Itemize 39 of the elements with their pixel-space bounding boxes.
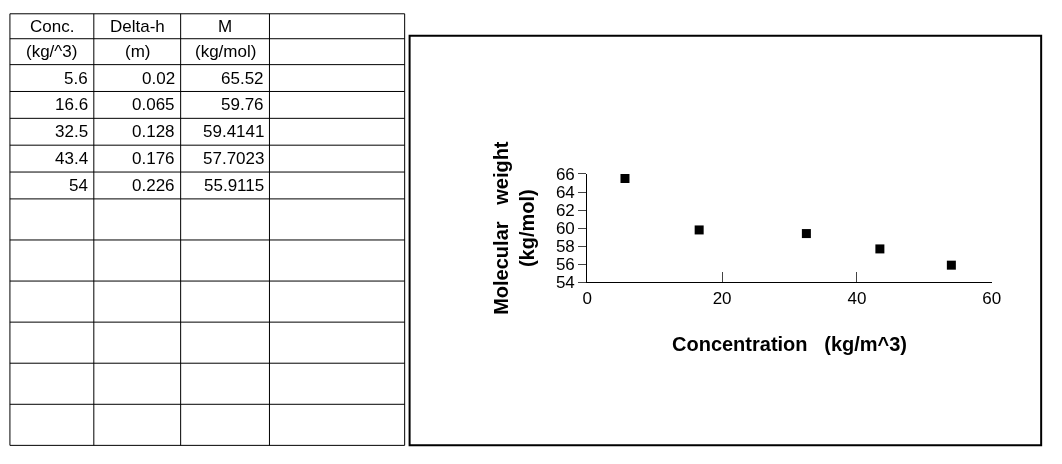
text: Conc.: [30, 17, 75, 36]
y-tick-label: 64: [555, 182, 575, 202]
text: 59.76: [221, 95, 264, 114]
text: 43.4: [55, 149, 89, 168]
y-tick-label: 60: [555, 219, 575, 239]
y-tick-label: 66: [555, 164, 575, 184]
y-axis-title: Molecular weight (kg/mol): [490, 141, 539, 315]
x-tick-label: 20: [712, 288, 732, 308]
text: 0.176: [132, 149, 175, 168]
point: [946, 260, 956, 270]
text: 5.6: [64, 69, 88, 88]
text: 0.02: [142, 69, 176, 88]
point: [620, 173, 630, 183]
text: 57.7023: [203, 149, 265, 168]
text: 59.4141: [203, 122, 265, 141]
point: [875, 244, 885, 254]
y-tick-label: 58: [555, 237, 575, 257]
text: 0.128: [132, 122, 175, 141]
point: [801, 229, 811, 239]
text: 54: [69, 176, 88, 195]
x-tick-label: 0: [582, 288, 592, 308]
y-tick-label: 62: [555, 201, 575, 221]
x-tick-label: 60: [982, 288, 1002, 308]
text: (kg/mol): [195, 42, 257, 61]
text: 16.6: [55, 95, 89, 114]
y-tick-label: 56: [555, 255, 575, 275]
text: 32.5: [55, 122, 89, 141]
text: (m): [125, 42, 151, 61]
text: 0.226: [132, 176, 175, 195]
text: M: [218, 17, 233, 36]
x-tick-label: 40: [847, 288, 867, 308]
x-axis-title: Concentration (kg/m^3): [672, 333, 908, 356]
point: [694, 225, 704, 235]
text: Delta-h: [110, 17, 165, 36]
text: 55.9115: [204, 176, 265, 195]
text: (kg/^3): [26, 42, 78, 61]
text: 0.065: [132, 95, 175, 114]
y-tick-label: 54: [555, 273, 575, 293]
text: 65.52: [221, 69, 264, 88]
